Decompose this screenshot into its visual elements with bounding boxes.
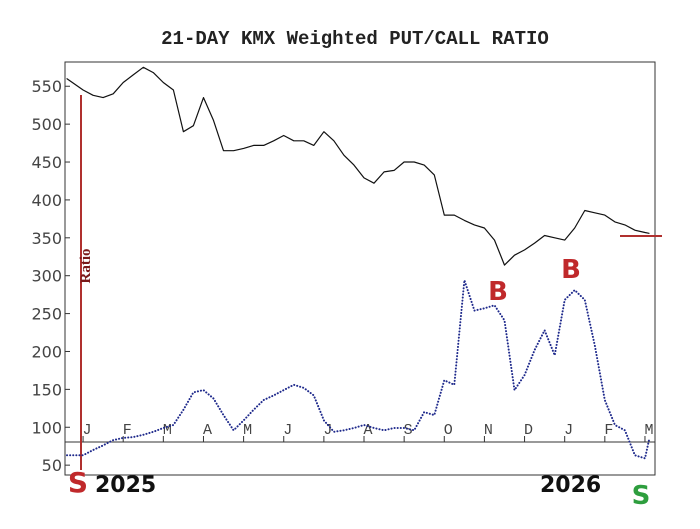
y-tick-label: 350 [31,229,62,248]
x-tick-label: M [163,422,172,439]
x-tick-label: A [364,422,373,439]
x-tick-label: J [564,422,573,439]
y-tick-label: 150 [31,380,62,399]
y-tick-label: 250 [31,305,62,324]
x-tick-label: N [484,422,493,439]
plot-frame [64,61,656,476]
y-tick-label: 50 [42,456,62,475]
annotation: 2025 [95,473,156,498]
annotation: 2026 [540,473,601,498]
annotation: B [561,255,581,285]
chart-title: 21-DAY KMX Weighted PUT/CALL RATIO [161,28,549,50]
x-tick-label: J [323,422,332,439]
x-tick-label: F [123,422,132,439]
annotation: B [488,277,508,307]
series-line [66,66,650,266]
x-tick-label: O [444,422,453,439]
y-axis-label: Ratio [78,249,94,284]
x-tick-label: J [283,422,292,439]
series-line [66,279,650,460]
x-tick-label: S [404,422,413,439]
y-tick-label: 400 [31,191,62,210]
x-tick-label: D [524,422,533,439]
y-tick-label: 500 [31,115,62,134]
y-tick-label: 300 [31,267,62,286]
y-tick-label: 200 [31,342,62,361]
y-tick-label: 450 [31,153,62,172]
x-tick-label: M [644,422,653,439]
x-tick-label: F [604,422,613,439]
annotation: S [68,466,88,499]
y-tick-label: 550 [31,77,62,96]
x-tick-label: M [243,422,252,439]
x-tick-label: J [83,422,92,439]
y-tick-label: 100 [31,418,62,437]
annotation: S [632,481,651,511]
x-tick-label: A [203,422,212,439]
